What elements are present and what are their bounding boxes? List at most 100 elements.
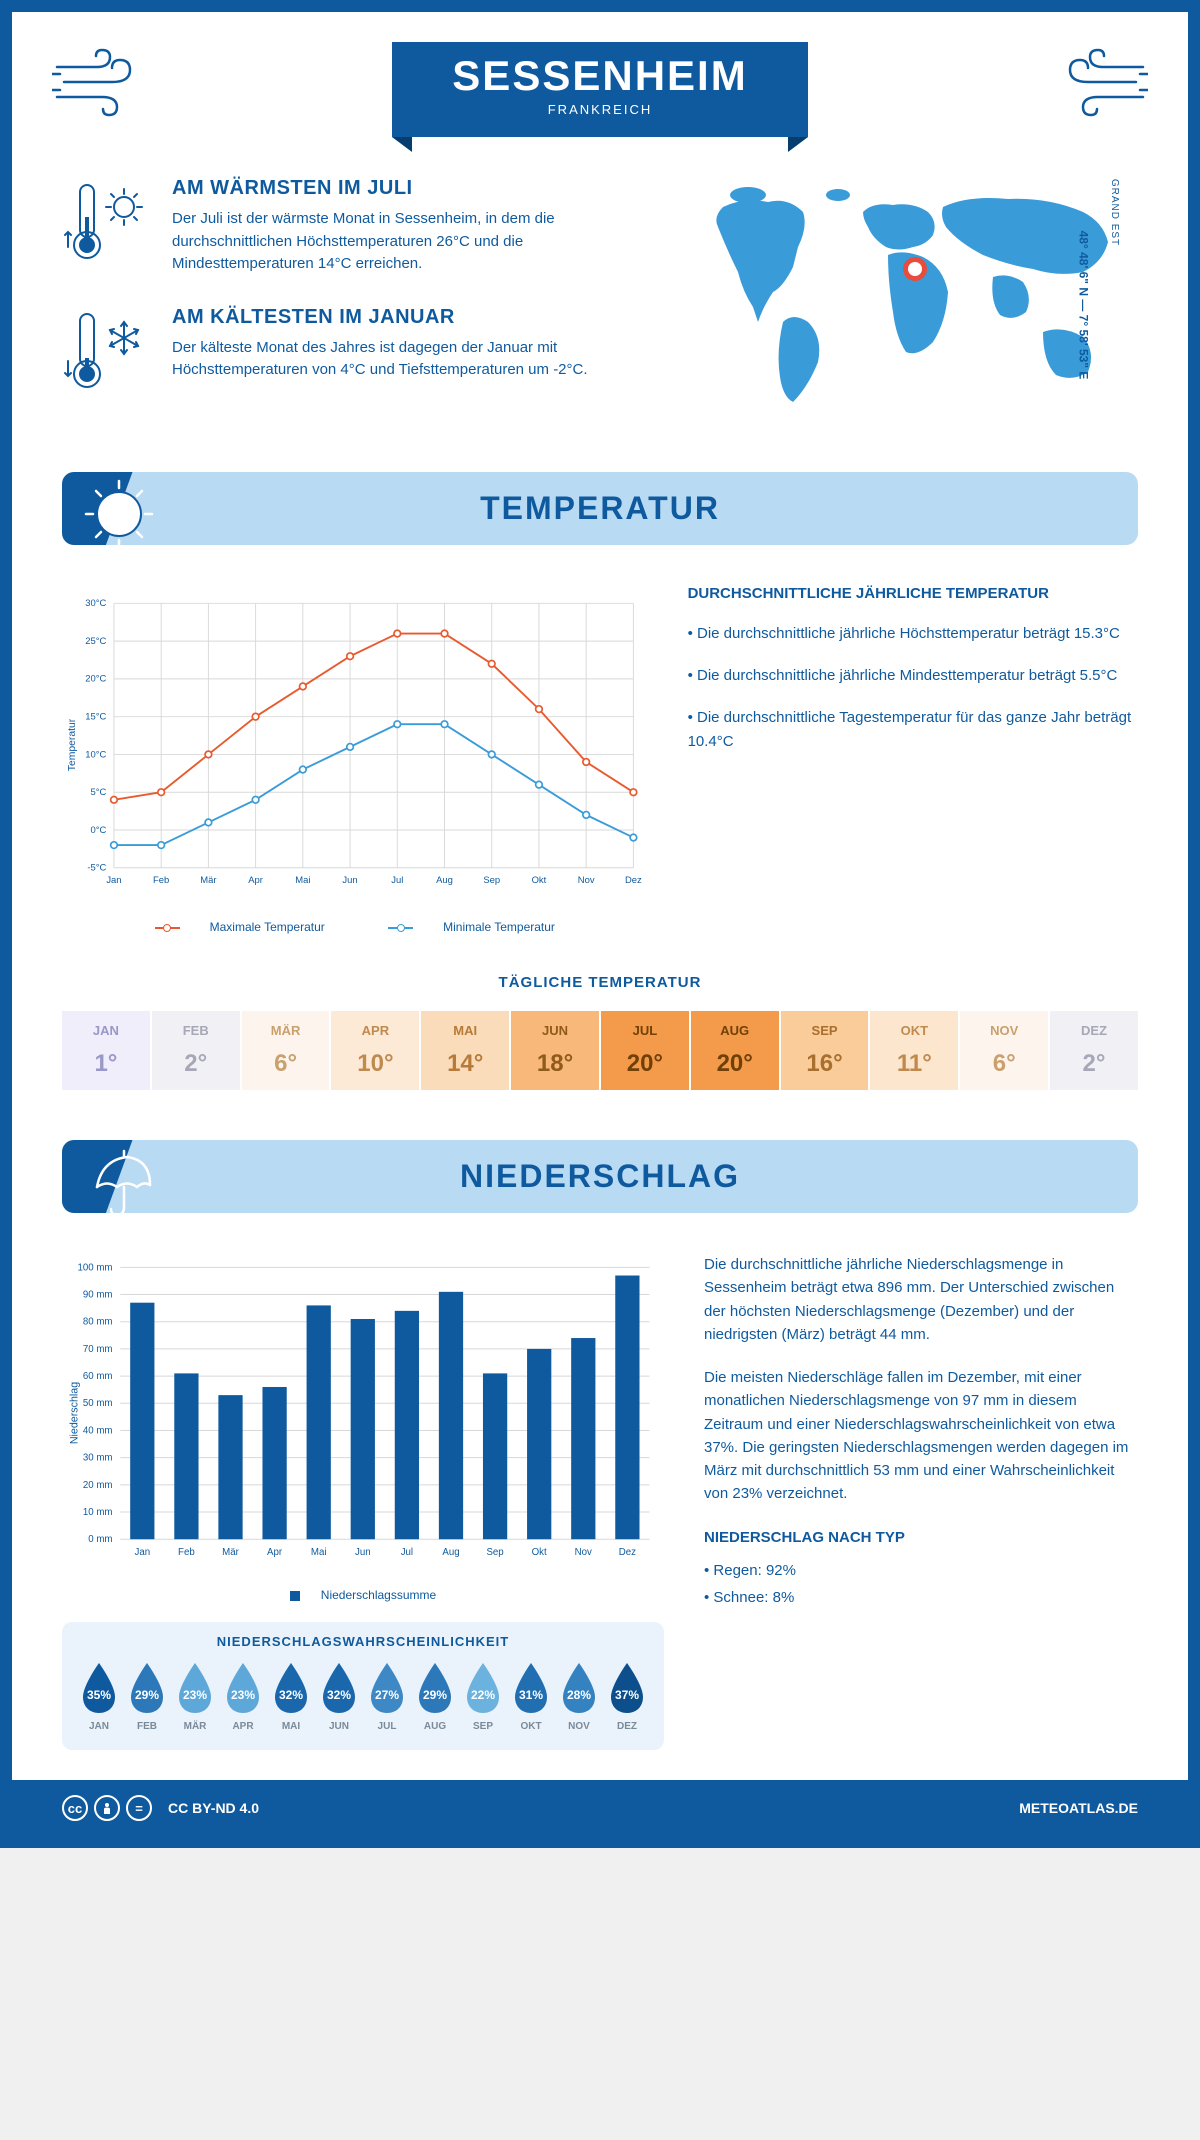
thermometer-hot-icon — [62, 177, 152, 267]
svg-text:Temperatur: Temperatur — [67, 718, 78, 771]
precip-type-rain: • Regen: 92% — [704, 1559, 1138, 1582]
precip-para: Die durchschnittliche jährliche Niedersc… — [704, 1253, 1138, 1346]
precip-info-panel: Die durchschnittliche jährliche Niedersc… — [704, 1253, 1138, 1750]
thermometer-cold-icon — [62, 306, 152, 396]
svg-text:35%: 35% — [87, 1688, 111, 1702]
heat-cell: NOV6° — [960, 1011, 1048, 1090]
svg-text:Mai: Mai — [295, 875, 310, 886]
svg-text:10°C: 10°C — [85, 749, 106, 760]
country-name: FRANKREICH — [452, 102, 747, 117]
temp-bullet: • Die durchschnittliche jährliche Mindes… — [688, 664, 1138, 688]
svg-text:50 mm: 50 mm — [83, 1398, 113, 1409]
svg-text:31%: 31% — [519, 1688, 543, 1702]
svg-text:100 mm: 100 mm — [77, 1262, 112, 1273]
probability-drop: 29%AUG — [413, 1661, 457, 1732]
svg-text:Aug: Aug — [442, 1547, 459, 1558]
coordinates: 48° 48' 6" N — 7° 58' 53" E — [1077, 230, 1091, 379]
probability-drop: 23%MÄR — [173, 1661, 217, 1732]
svg-text:Okt: Okt — [532, 875, 547, 886]
svg-text:32%: 32% — [327, 1688, 351, 1702]
svg-text:Niederschlag: Niederschlag — [69, 1382, 81, 1444]
summary-row: AM WÄRMSTEN IM JULI Der Juli ist der wär… — [62, 177, 1138, 432]
location-marker — [903, 257, 927, 281]
region-label: GRAND EST — [1109, 179, 1120, 246]
svg-text:Jul: Jul — [391, 875, 403, 886]
svg-text:20°C: 20°C — [85, 674, 106, 685]
precip-type-snow: • Schnee: 8% — [704, 1586, 1138, 1609]
nd-icon: = — [126, 1795, 152, 1821]
probability-drop: 22%SEP — [461, 1661, 505, 1732]
svg-text:Jul: Jul — [401, 1547, 413, 1558]
svg-text:70 mm: 70 mm — [83, 1344, 113, 1355]
svg-text:Dez: Dez — [625, 875, 642, 886]
svg-text:27%: 27% — [375, 1688, 399, 1702]
svg-text:Apr: Apr — [248, 875, 263, 886]
heat-cell: OKT11° — [870, 1011, 958, 1090]
bar-legend: Niederschlagssumme — [62, 1588, 664, 1602]
temp-section-header: TEMPERATUR — [62, 472, 1138, 545]
svg-text:Sep: Sep — [486, 1547, 503, 1558]
svg-text:30 mm: 30 mm — [83, 1453, 113, 1464]
svg-text:0 mm: 0 mm — [88, 1534, 112, 1545]
sun-icon — [82, 477, 157, 545]
svg-text:37%: 37% — [615, 1688, 639, 1702]
probability-drop: 32%JUN — [317, 1661, 361, 1732]
site-name: METEOATLAS.DE — [1019, 1800, 1138, 1816]
probability-drop: 32%MAI — [269, 1661, 313, 1732]
probability-drop: 31%OKT — [509, 1661, 553, 1732]
svg-text:10 mm: 10 mm — [83, 1507, 113, 1518]
warmest-text: Der Juli ist der wärmste Monat in Sessen… — [172, 208, 658, 276]
svg-text:32%: 32% — [279, 1688, 303, 1702]
footer: cc = CC BY-ND 4.0 METEOATLAS.DE — [12, 1780, 1188, 1836]
svg-text:Dez: Dez — [619, 1547, 636, 1558]
warmest-block: AM WÄRMSTEN IM JULI Der Juli ist der wär… — [62, 177, 658, 276]
svg-text:Sep: Sep — [483, 875, 500, 886]
svg-text:90 mm: 90 mm — [83, 1289, 113, 1300]
temp-bullet: • Die durchschnittliche jährliche Höchst… — [688, 622, 1138, 646]
svg-text:Feb: Feb — [178, 1547, 195, 1558]
svg-text:Jun: Jun — [355, 1547, 371, 1558]
heat-cell: SEP16° — [781, 1011, 869, 1090]
precipitation-bar-chart: 0 mm 10 mm 20 mm 30 mm 40 mm 50 mm 60 mm 70 mm 8… — [62, 1253, 664, 1750]
heat-cell: JUL20° — [601, 1011, 689, 1090]
probability-drop: 28%NOV — [557, 1661, 601, 1732]
svg-text:40 mm: 40 mm — [83, 1425, 113, 1436]
svg-text:23%: 23% — [231, 1688, 255, 1702]
svg-text:Aug: Aug — [436, 875, 453, 886]
license-text: CC BY-ND 4.0 — [168, 1800, 259, 1816]
svg-text:23%: 23% — [183, 1688, 207, 1702]
svg-text:Nov: Nov — [578, 875, 595, 886]
heat-cell: MAI14° — [421, 1011, 509, 1090]
svg-text:Apr: Apr — [267, 1547, 283, 1558]
probability-drop: 35%JAN — [77, 1661, 121, 1732]
heat-cell: DEZ2° — [1050, 1011, 1138, 1090]
chart-legend: Maximale Temperatur Minimale Temperatur — [62, 920, 648, 934]
heat-cell: JAN1° — [62, 1011, 150, 1090]
temperature-line-chart: -5°C0°C5°C10°C15°C20°C25°C30°CJanFebMärA… — [62, 585, 648, 934]
coldest-title: AM KÄLTESTEN IM JANUAR — [172, 306, 658, 329]
cc-icon: cc — [62, 1795, 88, 1821]
temp-info-title: DURCHSCHNITTLICHE JÄHRLICHE TEMPERATUR — [688, 585, 1138, 602]
svg-text:Mär: Mär — [200, 875, 216, 886]
probability-drop: 29%FEB — [125, 1661, 169, 1732]
svg-text:Okt: Okt — [532, 1547, 547, 1558]
svg-text:30°C: 30°C — [85, 598, 106, 609]
svg-text:15°C: 15°C — [85, 711, 106, 722]
coldest-block: AM KÄLTESTEN IM JANUAR Der kälteste Mona… — [62, 306, 658, 396]
svg-text:20 mm: 20 mm — [83, 1480, 113, 1491]
svg-text:-5°C: -5°C — [87, 863, 106, 874]
world-map: 48° 48' 6" N — 7° 58' 53" E GRAND EST — [688, 177, 1138, 432]
heat-cell: MÄR6° — [242, 1011, 330, 1090]
svg-text:60 mm: 60 mm — [83, 1371, 113, 1382]
svg-text:80 mm: 80 mm — [83, 1317, 113, 1328]
svg-text:Jun: Jun — [342, 875, 357, 886]
svg-text:29%: 29% — [135, 1688, 159, 1702]
temp-bullet: • Die durchschnittliche Tagestemperatur … — [688, 706, 1138, 754]
license-block: cc = CC BY-ND 4.0 — [62, 1795, 259, 1821]
svg-text:22%: 22% — [471, 1688, 495, 1702]
probability-drop: 27%JUL — [365, 1661, 409, 1732]
heat-cell: AUG20° — [691, 1011, 779, 1090]
umbrella-icon — [82, 1145, 157, 1213]
precip-type-title: NIEDERSCHLAG NACH TYP — [704, 1526, 1138, 1549]
svg-text:5°C: 5°C — [91, 787, 107, 798]
